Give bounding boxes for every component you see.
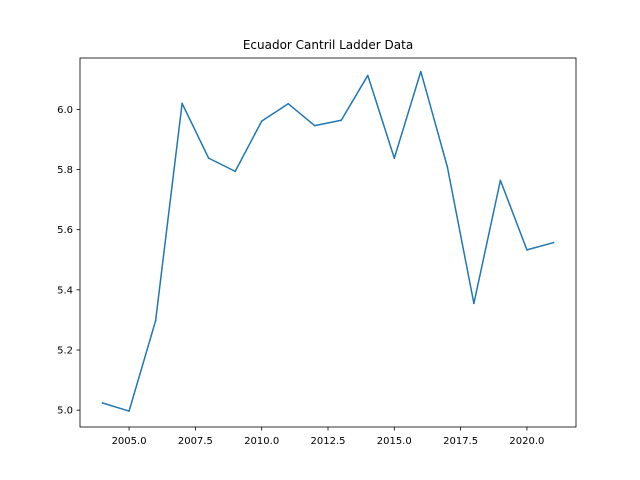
data-point-2015 <box>393 157 396 159</box>
x-tick-label: 2017.5 <box>443 436 478 447</box>
x-tick-label: 2015.0 <box>377 436 412 447</box>
y-tick-label: 5.2 <box>57 346 73 357</box>
data-point-2005 <box>128 410 130 412</box>
data-point-2006 <box>154 320 157 322</box>
x-tick-label: 2007.5 <box>178 436 213 447</box>
data-point-2018 <box>473 302 475 305</box>
data-point-2010 <box>260 120 263 122</box>
data-point-2011 <box>287 102 290 105</box>
axes: 2005.0 2007.5 2010.0 2012.5 2015.0 2017.5 2020… <box>57 57 577 447</box>
chart-title: Ecuador Cantril Ladder Data <box>243 38 413 52</box>
x-tick-label: 2020.0 <box>509 436 544 447</box>
data-point-2019 <box>499 179 502 182</box>
data-point-2021 <box>552 241 555 244</box>
data-point-2004 <box>101 402 104 404</box>
data-point-2017 <box>446 166 449 168</box>
data-point-2014 <box>366 74 369 77</box>
x-tick-label: 2012.5 <box>311 436 346 447</box>
y-tick-label: 5.0 <box>57 406 73 417</box>
series-line-0 <box>101 70 555 412</box>
y-tick-label: 5.4 <box>57 285 73 296</box>
plot-area <box>101 70 555 412</box>
y-tick-label: 6.0 <box>57 105 73 116</box>
y-tick-label: 5.6 <box>57 225 73 236</box>
data-point-2016 <box>420 70 422 73</box>
y-tick-label: 5.8 <box>57 165 73 176</box>
data-point-2008 <box>207 157 210 159</box>
data-point-2009 <box>234 170 236 173</box>
x-tick-label: 2005.0 <box>112 436 147 447</box>
data-point-2007 <box>181 102 183 105</box>
data-point-2012 <box>313 124 316 127</box>
x-tick-label: 2010.0 <box>244 436 279 447</box>
data-point-2020 <box>526 249 528 251</box>
data-point-2013 <box>340 119 343 122</box>
